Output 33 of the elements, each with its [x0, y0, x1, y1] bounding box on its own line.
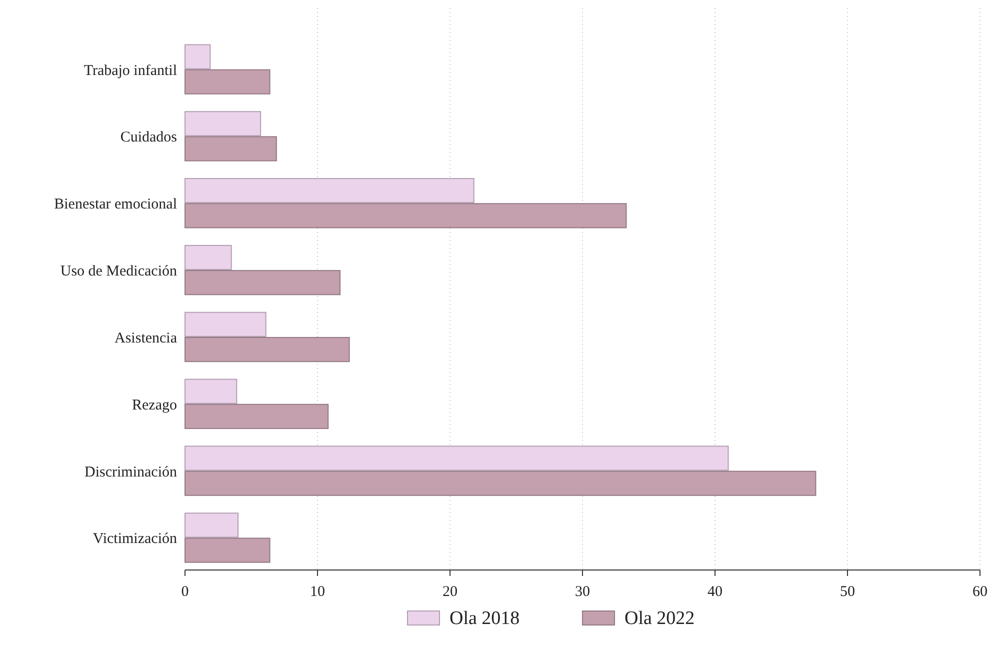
bar	[184, 136, 277, 162]
legend-label: Ola 2018	[450, 608, 520, 629]
bar	[184, 446, 729, 471]
bar	[184, 244, 232, 270]
y-tick-label: Asistencia	[114, 330, 178, 346]
bar	[184, 538, 270, 563]
bar	[184, 44, 211, 70]
bar	[184, 312, 266, 337]
y-tick-label: Discriminación	[84, 464, 178, 480]
legend-label: Ola 2022	[624, 608, 695, 629]
bar	[184, 111, 262, 136]
x-tick-label: 30	[575, 584, 590, 600]
y-tick-label: Cuidados	[120, 130, 178, 146]
y-tick-label: Rezago	[132, 397, 177, 414]
x-tick-label: 0	[181, 584, 189, 600]
y-tick-label: Victimización	[92, 531, 178, 548]
bar	[184, 336, 350, 362]
bar	[184, 470, 816, 496]
bar	[184, 512, 238, 538]
x-tick-label: 10	[310, 584, 325, 600]
bar	[184, 69, 270, 94]
bar	[184, 378, 238, 404]
x-tick-label: 50	[840, 584, 855, 600]
x-tick-label: 60	[972, 584, 988, 600]
x-tick-label: 40	[708, 584, 722, 600]
bar	[184, 404, 329, 429]
y-tick-label: Bienestar emocional	[54, 196, 177, 213]
y-tick-label: Uso de Medicación	[60, 264, 178, 280]
x-tick-label: 20	[442, 584, 458, 600]
bar	[184, 203, 627, 228]
bar	[184, 270, 341, 296]
y-tick-label: Trabajo infantil	[84, 62, 177, 79]
bar	[184, 178, 474, 204]
